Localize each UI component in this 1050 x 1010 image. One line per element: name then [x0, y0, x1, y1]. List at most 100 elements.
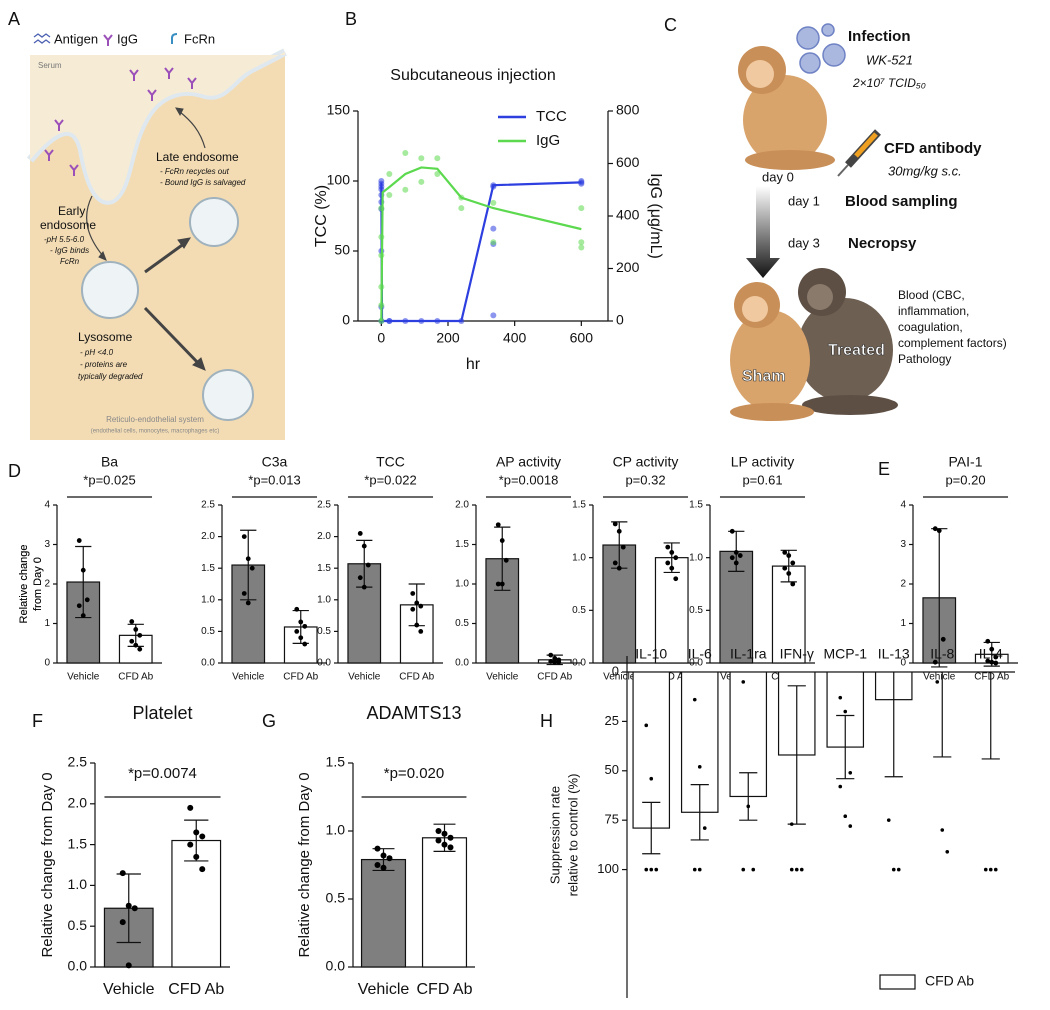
y-tick-label: 0.5	[455, 618, 469, 629]
panel-label: A	[8, 9, 20, 29]
data-point	[193, 853, 200, 860]
data-point	[187, 804, 194, 811]
y-tick-label: 1.5	[572, 500, 586, 511]
x-tick-label: IL-4	[979, 646, 1003, 662]
data-point	[985, 658, 991, 664]
data-point	[414, 622, 420, 628]
data-point	[848, 824, 853, 828]
y-tick-label: 2.0	[201, 531, 215, 542]
data-point	[548, 659, 554, 664]
note: -pH 5.5-6.0	[44, 235, 85, 244]
data-point	[790, 560, 796, 566]
data-point	[241, 534, 247, 539]
data-point	[294, 629, 300, 634]
data-point	[692, 697, 697, 702]
y-tick-label: 2.5	[68, 754, 88, 770]
label: Lysosome	[78, 330, 133, 344]
annotation: p=0.32	[625, 472, 665, 487]
label: day 0	[762, 169, 794, 184]
data-point	[418, 155, 425, 162]
data-point	[733, 560, 739, 566]
annotation: *p=0.025	[83, 472, 135, 487]
endpoint: inflammation,	[898, 304, 969, 318]
data-point	[733, 550, 739, 555]
data-point	[794, 867, 799, 872]
data-point	[125, 962, 132, 969]
y-tick-label: 0.5	[201, 626, 215, 637]
data-point	[993, 660, 999, 666]
data-point	[838, 784, 843, 789]
annotation: p=0.20	[945, 472, 985, 487]
data-point	[402, 186, 409, 193]
y-tick-label: 0.0	[68, 958, 88, 974]
x-tick-label: Vehicle	[67, 672, 100, 683]
annotation: *p=0.0074	[128, 765, 197, 782]
data-point	[490, 312, 497, 319]
monkey-sham	[730, 282, 814, 421]
data-point	[782, 565, 788, 571]
data-point	[414, 600, 420, 606]
y-tick-label: 0.0	[326, 958, 346, 974]
panel-labels: A B C D E F G H	[8, 9, 890, 731]
y-axis-label: TCC (%)	[313, 185, 330, 247]
virus-icons	[796, 23, 846, 74]
data-point	[702, 826, 707, 830]
x-tick-label: CFD Ab	[399, 672, 434, 683]
label: Early	[58, 204, 85, 218]
x-tick-label: Vehicle	[603, 672, 636, 683]
endpoint: Blood (CBC,	[898, 288, 965, 302]
note: typically degraded	[78, 372, 143, 381]
x-tick-label: Vehicle	[103, 981, 155, 998]
y-tick-label: 2.0	[455, 500, 469, 511]
annotation: *p=0.022	[364, 472, 416, 487]
data-point	[932, 659, 938, 665]
data-point	[993, 654, 999, 660]
data-point	[649, 776, 654, 781]
label: day 3	[788, 235, 820, 250]
y-tick-label: 50	[334, 242, 350, 258]
endpoint: coagulation,	[898, 320, 963, 334]
y-tick-label: 1.5	[455, 539, 469, 550]
endpoint: complement factors)	[898, 336, 1007, 350]
data-point	[891, 867, 896, 872]
data-point	[886, 818, 891, 822]
annotation: *p=0.020	[384, 765, 444, 782]
y-tick-label: 75	[605, 812, 619, 827]
y-tick-label: 2.5	[201, 500, 215, 511]
x-tick-label: 200	[436, 330, 460, 346]
diagram-a: Antigen IgG FcRn Serum Late endosome - F…	[26, 31, 287, 440]
y-tick-label: 0.5	[317, 626, 331, 637]
y-tick-label: 1	[900, 618, 906, 629]
bar	[360, 858, 407, 968]
data-point	[697, 765, 702, 769]
y-tick-label: 1.5	[201, 563, 215, 574]
data-point	[119, 919, 126, 926]
y-tick-label: 0	[900, 658, 906, 669]
data-point	[294, 606, 300, 612]
note: - Bound IgG is salvaged	[160, 178, 246, 187]
data-point	[199, 833, 206, 840]
y-tick-label: 0.5	[572, 605, 586, 616]
data-point	[697, 867, 702, 872]
note: - pH <4.0	[80, 348, 114, 357]
legend-label: CFD Ab	[925, 973, 974, 989]
data-point	[199, 866, 206, 873]
data-point	[940, 828, 945, 832]
legend-swatch	[879, 974, 916, 990]
plot-area	[632, 672, 1000, 872]
y2-tick-label: 200	[616, 259, 640, 275]
data-point	[552, 659, 558, 665]
y2-tick-label: 400	[616, 207, 640, 223]
data-point	[741, 680, 746, 684]
data-point	[669, 565, 675, 571]
y-tick-label: 0.0	[572, 658, 586, 669]
legend-text: FcRn	[184, 31, 215, 46]
data-point	[786, 571, 792, 576]
data-point	[76, 603, 82, 609]
series-line	[380, 181, 582, 323]
x-tick-label: CFD Ab	[654, 672, 689, 683]
data-point	[133, 642, 139, 648]
y-tick-label: 1.5	[326, 754, 346, 770]
lysosome-vesicle	[202, 369, 254, 421]
